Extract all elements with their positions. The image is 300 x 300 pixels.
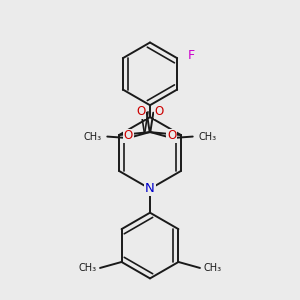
Text: O: O: [155, 105, 164, 118]
Text: CH₃: CH₃: [198, 132, 216, 142]
Text: N: N: [145, 182, 155, 195]
Text: O: O: [136, 105, 145, 118]
Text: CH₃: CH₃: [78, 263, 97, 273]
Text: CH₃: CH₃: [203, 263, 222, 273]
Text: CH₃: CH₃: [84, 132, 102, 142]
Text: O: O: [167, 130, 176, 142]
Text: F: F: [188, 49, 195, 62]
Text: O: O: [124, 130, 133, 142]
